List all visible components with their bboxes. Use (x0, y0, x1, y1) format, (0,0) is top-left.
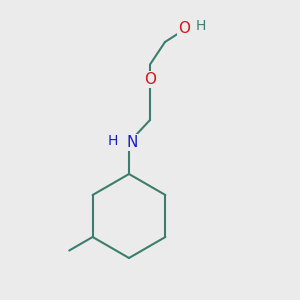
Text: O: O (144, 72, 156, 87)
Text: H: H (195, 19, 206, 32)
Text: O: O (178, 21, 190, 36)
Text: N: N (127, 135, 138, 150)
Text: H: H (107, 134, 118, 148)
